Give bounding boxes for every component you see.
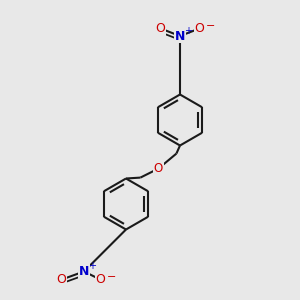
Text: O: O [154,162,163,175]
Text: −: − [206,20,216,31]
Text: O: O [96,273,105,286]
Text: +: + [184,26,192,36]
Text: O: O [195,22,204,35]
Text: N: N [175,29,185,43]
Text: −: − [107,272,117,282]
Text: +: + [88,261,96,271]
Text: O: O [156,22,165,35]
Text: N: N [79,265,89,278]
Text: O: O [57,273,66,286]
